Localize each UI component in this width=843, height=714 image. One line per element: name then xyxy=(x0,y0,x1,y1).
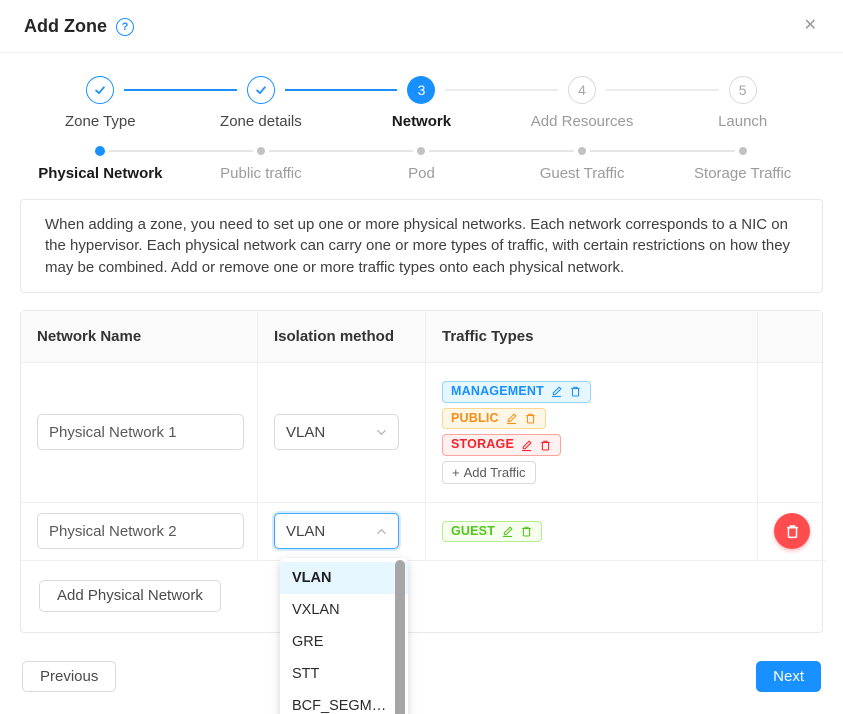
dropdown-option-gre[interactable]: GRE xyxy=(292,634,324,650)
substep-label: Pod xyxy=(408,165,435,182)
step-dot-icon xyxy=(578,147,587,155)
network-name-input[interactable] xyxy=(37,414,244,451)
edit-icon[interactable] xyxy=(501,525,514,538)
isolation-method-select-open[interactable]: VLAN xyxy=(274,513,399,550)
substep-guest-traffic[interactable]: Guest Traffic xyxy=(501,146,663,182)
step-number-badge: 3 xyxy=(407,76,436,104)
wizard-steps: Zone Type Zone details 3 Networ xyxy=(20,75,823,130)
select-value: VLAN xyxy=(286,522,326,540)
step-dot-icon xyxy=(256,147,265,155)
substep-label: Storage Traffic xyxy=(694,165,792,182)
substep-public-traffic[interactable]: Public traffic xyxy=(180,146,342,182)
step-launch[interactable]: 5 Launch xyxy=(662,75,823,130)
column-header-network-name: Network Name xyxy=(21,310,258,363)
trash-icon xyxy=(784,523,801,540)
traffic-tag-storage: STORAGE xyxy=(442,434,561,457)
tag-label: MANAGEMENT xyxy=(451,383,544,398)
step-label: Launch xyxy=(718,113,768,130)
info-box: When adding a zone, you need to set up o… xyxy=(20,199,823,293)
page-title: Add Zone xyxy=(24,15,107,36)
check-circle-icon xyxy=(86,76,115,104)
step-number-badge: 4 xyxy=(568,76,597,104)
column-header-isolation-method: Isolation method xyxy=(258,310,426,363)
wizard-substeps: Physical Network Public traffic Pod Gues… xyxy=(20,146,823,182)
step-dot-icon xyxy=(738,147,747,155)
dropdown-option-vxlan[interactable]: VXLAN xyxy=(292,602,340,618)
scrollbar-thumb[interactable] xyxy=(395,560,405,714)
dropdown-option-vlan[interactable]: VLAN xyxy=(280,562,408,594)
isolation-method-dropdown: VLAN VXLAN GRE STT BCF_SEGM… xyxy=(280,558,408,714)
step-dot-icon xyxy=(417,147,426,155)
tag-label: STORAGE xyxy=(451,437,514,452)
delete-icon[interactable] xyxy=(569,385,582,398)
close-icon[interactable]: ✕ xyxy=(803,17,817,34)
wizard: Zone Type Zone details 3 Networ xyxy=(0,53,843,182)
next-button[interactable]: Next xyxy=(756,660,821,692)
step-dot-icon xyxy=(95,146,106,156)
step-network[interactable]: 3 Network xyxy=(341,75,502,130)
tag-label: PUBLIC xyxy=(451,410,499,425)
dropdown-option-bcf-segment[interactable]: BCF_SEGM… xyxy=(292,698,387,714)
tag-label: GUEST xyxy=(451,523,496,538)
delete-icon[interactable] xyxy=(520,525,533,538)
modal-header: Add Zone ? ✕ xyxy=(0,0,843,53)
previous-button[interactable]: Previous xyxy=(22,660,117,692)
substep-label: Guest Traffic xyxy=(539,165,625,182)
network-name-input[interactable] xyxy=(37,513,244,550)
modal-footer: Previous Next xyxy=(22,660,821,692)
table-row: VLAN GUEST xyxy=(21,502,826,561)
substep-pod[interactable]: Pod xyxy=(341,146,502,182)
help-icon[interactable]: ? xyxy=(116,18,134,36)
step-zone-type[interactable]: Zone Type xyxy=(20,75,181,130)
substep-physical-network[interactable]: Physical Network xyxy=(20,146,181,182)
chevron-down-icon xyxy=(376,427,387,438)
chevron-up-icon xyxy=(376,526,387,537)
traffic-tag-public: PUBLIC xyxy=(442,407,546,430)
edit-icon[interactable] xyxy=(505,412,518,425)
table-footer: Add Physical Network xyxy=(21,561,822,632)
step-label: Add Resources xyxy=(530,113,634,130)
check-circle-icon xyxy=(246,76,275,104)
delete-icon[interactable] xyxy=(524,412,537,425)
select-value: VLAN xyxy=(286,423,326,441)
step-label: Zone details xyxy=(220,113,302,130)
column-header-actions xyxy=(758,310,822,363)
step-label: Network xyxy=(391,113,452,130)
table-row: VLAN MANAGEMENT PUBLIC xyxy=(21,362,822,503)
edit-icon[interactable] xyxy=(520,439,533,452)
step-number-badge: 5 xyxy=(728,76,757,104)
add-physical-network-button[interactable]: Add Physical Network xyxy=(39,579,221,612)
plus-icon: + xyxy=(452,465,460,481)
add-traffic-label: Add Traffic xyxy=(463,465,526,481)
table-header-row: Network Name Isolation method Traffic Ty… xyxy=(21,310,822,363)
step-label: Zone Type xyxy=(64,113,136,130)
substep-label: Physical Network xyxy=(38,165,163,182)
step-add-resources[interactable]: 4 Add Resources xyxy=(501,75,663,130)
delete-icon[interactable] xyxy=(539,439,552,452)
substep-label: Public traffic xyxy=(220,165,302,182)
dropdown-option-stt[interactable]: STT xyxy=(292,666,320,682)
column-header-traffic-types: Traffic Types xyxy=(426,310,758,363)
traffic-tag-guest: GUEST xyxy=(442,520,543,543)
traffic-tag-management: MANAGEMENT xyxy=(442,380,591,403)
physical-networks-table: Network Name Isolation method Traffic Ty… xyxy=(20,309,826,633)
add-traffic-button[interactable]: + Add Traffic xyxy=(442,461,536,485)
isolation-method-select[interactable]: VLAN xyxy=(274,414,399,451)
substep-storage-traffic[interactable]: Storage Traffic xyxy=(662,146,823,182)
edit-icon[interactable] xyxy=(550,385,563,398)
step-zone-details[interactable]: Zone details xyxy=(180,75,342,130)
delete-network-button[interactable] xyxy=(774,513,810,550)
